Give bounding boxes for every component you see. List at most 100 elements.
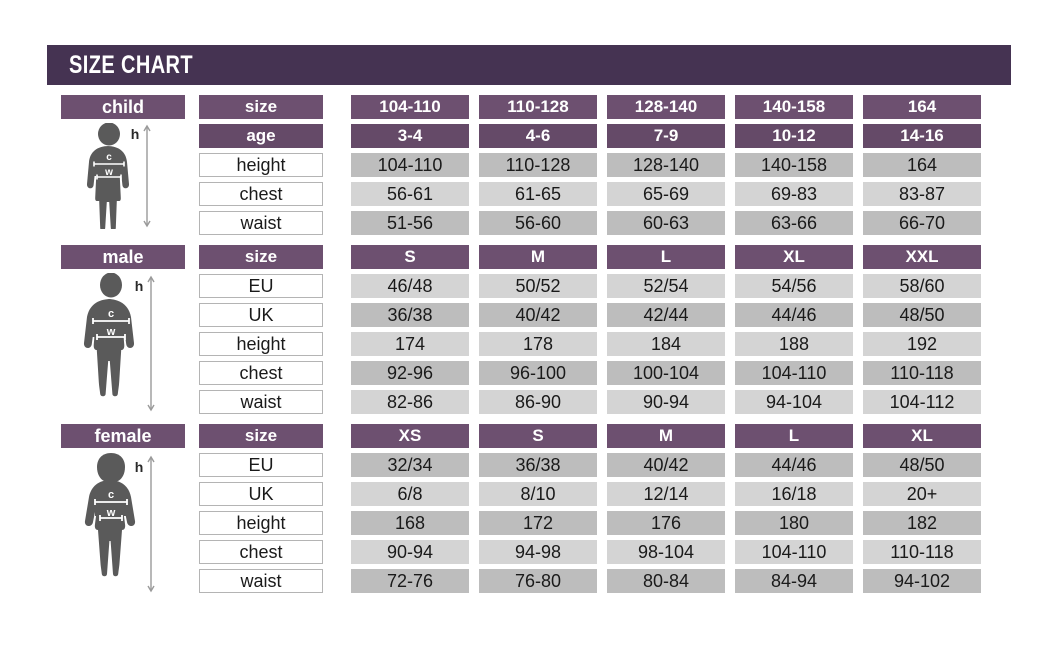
column-gutter	[597, 424, 607, 448]
cell-female-UK-0: 6/8	[351, 482, 469, 506]
svg-text:h: h	[135, 459, 144, 475]
title-bar: SIZE CHART	[47, 45, 1011, 85]
cell-male-height-2: 184	[607, 332, 725, 356]
column-gutter	[853, 303, 863, 327]
row-label-male-height: height	[199, 332, 323, 356]
column-gutter	[725, 274, 735, 298]
column-header-child-2: 7-9	[607, 124, 725, 148]
column-gutter	[853, 424, 863, 448]
column-gutter	[853, 390, 863, 414]
cell-male-waist-0: 82-86	[351, 390, 469, 414]
cell-female-EU-2: 40/42	[607, 453, 725, 477]
column-header-child-4: 14-16	[863, 124, 981, 148]
column-header-child-1: 110-128	[479, 95, 597, 119]
column-gutter	[853, 274, 863, 298]
column-gutter	[323, 211, 351, 235]
cell-child-waist-0: 51-56	[351, 211, 469, 235]
svg-text:h: h	[135, 278, 144, 294]
cell-child-height-3: 140-158	[735, 153, 853, 177]
column-gutter	[725, 332, 735, 356]
cell-male-chest-0: 92-96	[351, 361, 469, 385]
column-gutter	[597, 124, 607, 148]
svg-text:w: w	[106, 326, 116, 338]
cell-female-chest-3: 104-110	[735, 540, 853, 564]
cell-child-height-4: 164	[863, 153, 981, 177]
column-gutter	[725, 569, 735, 593]
cell-female-height-1: 172	[479, 511, 597, 535]
column-gutter	[853, 245, 863, 269]
cell-female-chest-1: 94-98	[479, 540, 597, 564]
column-gutter	[853, 482, 863, 506]
column-gutter	[323, 332, 351, 356]
column-gutter	[853, 511, 863, 535]
column-gutter	[469, 95, 479, 119]
page-title: SIZE CHART	[69, 50, 193, 79]
cell-child-chest-0: 56-61	[351, 182, 469, 206]
male-figure-icon: c w h	[75, 273, 171, 413]
row-label-child-height: height	[199, 153, 323, 177]
column-gutter	[469, 303, 479, 327]
row-label-female-size: size	[199, 424, 323, 448]
column-header-female-4: XL	[863, 424, 981, 448]
row-label-child-chest: chest	[199, 182, 323, 206]
cell-male-waist-4: 104-112	[863, 390, 981, 414]
column-gutter	[323, 245, 351, 269]
cell-male-EU-3: 54/56	[735, 274, 853, 298]
column-gutter	[469, 182, 479, 206]
cell-child-waist-1: 56-60	[479, 211, 597, 235]
column-gutter	[469, 511, 479, 535]
column-gutter	[597, 540, 607, 564]
cell-child-height-2: 128-140	[607, 153, 725, 177]
row-label-male-chest: chest	[199, 361, 323, 385]
svg-text:c: c	[106, 152, 112, 163]
child-figure-icon: c w h	[75, 123, 171, 229]
column-header-child-3: 140-158	[735, 95, 853, 119]
column-header-male-3: XL	[735, 245, 853, 269]
column-gutter	[323, 95, 351, 119]
cell-male-EU-2: 52/54	[607, 274, 725, 298]
column-gutter	[597, 245, 607, 269]
cell-male-chest-1: 96-100	[479, 361, 597, 385]
column-header-female-2: M	[607, 424, 725, 448]
cell-female-height-3: 180	[735, 511, 853, 535]
row-label-male-size: size	[199, 245, 323, 269]
column-gutter	[323, 361, 351, 385]
column-gutter	[597, 453, 607, 477]
cell-male-EU-1: 50/52	[479, 274, 597, 298]
cell-female-UK-3: 16/18	[735, 482, 853, 506]
group-column-child: child c w h	[47, 95, 199, 229]
row-label-male-UK: UK	[199, 303, 323, 327]
column-header-female-0: XS	[351, 424, 469, 448]
cell-male-EU-0: 46/48	[351, 274, 469, 298]
table-female: size XS S M L XL EU 32/34 36/38 40/42 44/46 48/50 UK…	[199, 424, 1011, 593]
row-label-female-EU: EU	[199, 453, 323, 477]
cell-child-chest-3: 69-83	[735, 182, 853, 206]
column-gutter	[323, 390, 351, 414]
column-header-child-1: 4-6	[479, 124, 597, 148]
column-gutter	[597, 511, 607, 535]
column-gutter	[597, 211, 607, 235]
column-gutter	[853, 95, 863, 119]
row-label-male-waist: waist	[199, 390, 323, 414]
column-gutter	[323, 482, 351, 506]
column-gutter	[323, 511, 351, 535]
svg-text:c: c	[108, 489, 114, 501]
cell-female-chest-2: 98-104	[607, 540, 725, 564]
cell-male-UK-2: 42/44	[607, 303, 725, 327]
cell-male-UK-4: 48/50	[863, 303, 981, 327]
cell-female-height-2: 176	[607, 511, 725, 535]
cell-male-chest-2: 100-104	[607, 361, 725, 385]
column-gutter	[725, 303, 735, 327]
cell-male-waist-3: 94-104	[735, 390, 853, 414]
column-gutter	[597, 390, 607, 414]
column-header-child-0: 104-110	[351, 95, 469, 119]
cell-child-waist-2: 60-63	[607, 211, 725, 235]
cell-female-UK-4: 20+	[863, 482, 981, 506]
column-gutter	[725, 211, 735, 235]
column-gutter	[323, 182, 351, 206]
cell-child-waist-3: 63-66	[735, 211, 853, 235]
group-badge-female: female	[61, 424, 185, 448]
cell-male-UK-1: 40/42	[479, 303, 597, 327]
svg-text:w: w	[104, 167, 113, 178]
column-gutter	[725, 95, 735, 119]
